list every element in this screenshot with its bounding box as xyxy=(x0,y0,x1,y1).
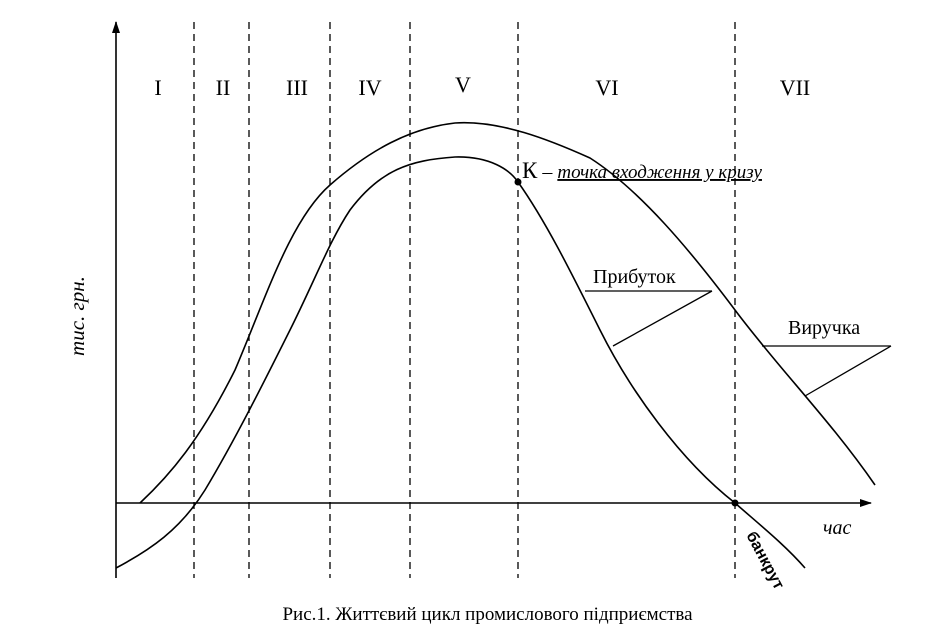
crisis-point-label: К – точка входження у кризу xyxy=(522,158,763,183)
crisis-point-description: точка входження у кризу xyxy=(557,162,762,183)
stage-label-2: II xyxy=(216,75,231,100)
figure-caption: Рис.1. Життєвий цикл промислового підпри… xyxy=(282,604,693,625)
profit-leader xyxy=(585,290,713,347)
stage-label-4: IV xyxy=(358,75,381,100)
crisis-point-dash: – xyxy=(537,161,557,183)
x-axis-label: час xyxy=(823,517,852,539)
stage-label-3: III xyxy=(286,75,308,100)
crisis-point-letter: К xyxy=(522,158,538,183)
stage-label-5: V xyxy=(455,72,471,97)
bankrupt-label: банкрут xyxy=(742,529,787,593)
revenue-label: Виручка xyxy=(788,317,860,339)
y-axis-label: тис. грн. xyxy=(65,276,89,356)
stage-label-1: I xyxy=(154,75,161,100)
bankrupt-point xyxy=(731,499,739,507)
revenue-curve xyxy=(139,121,876,504)
stage-boundaries xyxy=(193,22,736,578)
stage-label-6: VI xyxy=(595,75,618,100)
profit-label: Прибуток xyxy=(593,266,676,288)
profit-curve xyxy=(115,156,806,569)
crisis-point-k xyxy=(514,178,522,186)
stage-label-7: VII xyxy=(780,75,811,100)
revenue-leader xyxy=(762,345,892,397)
